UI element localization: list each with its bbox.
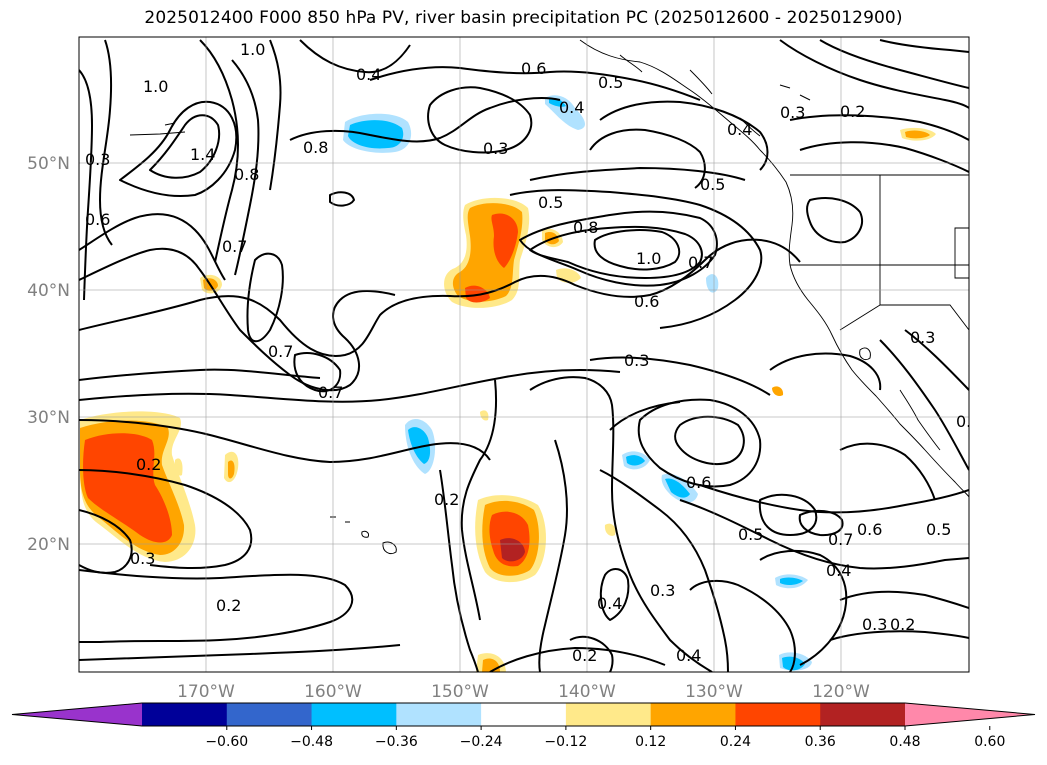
lon-label-120w: 120°W [812,682,870,702]
colorbar-tick-label: −0.12 [544,734,587,750]
contour-label: 0.6 [85,210,110,229]
contour-label: 0.2 [840,102,865,121]
contour-label: 1.0 [240,40,265,59]
contour-label: 0.7 [828,530,853,549]
colorbar-tick-label: 0.36 [805,734,836,750]
precip-shading [80,95,936,672]
lon-label-170w: 170°W [177,682,235,702]
contour-label: 1.0 [143,77,168,96]
contour-label: 0.8 [303,138,328,157]
pv-contours [79,39,969,672]
contour-label: 0.5 [598,73,623,92]
islands [129,84,871,555]
contour-label: 0.2 [136,455,161,474]
contour-label: 0.4 [559,98,584,117]
contour-label: 0.3 [130,549,155,568]
contour-label: 0.2 [216,596,241,615]
contour-label: 0.3 [910,328,935,347]
contour-label: 0.7 [268,342,293,361]
contour-label: 0.4 [676,646,701,665]
colorbar-segment [481,703,567,726]
colorbar-segment [650,703,736,726]
contour-label: 0.8 [234,165,259,184]
contour-label: 0.5 [926,520,951,539]
colorbar-tick-label: −0.48 [290,734,333,750]
colorbar-tick-label: −0.36 [375,734,418,750]
colorbar-segment [226,703,313,726]
colorbar-segment [311,703,397,726]
coastline [579,39,969,498]
contour-label: 0.7 [318,383,343,402]
colorbar-tick-label: 0.60 [974,734,1005,750]
contour-label: 0.7 [222,237,247,256]
colorbar-tick-label: −0.60 [205,734,248,750]
colorbar-tick-label: 0.12 [635,734,666,750]
lat-label-30n: 30°N [27,408,70,428]
lon-label-160w: 160°W [304,682,362,702]
lon-label-140w: 140°W [558,682,616,702]
contour-label: 0.5 [700,175,725,194]
contour-label: 0.2 [572,646,597,665]
contour-label: 0.5 [738,525,763,544]
contour-label: 0.6 [634,292,659,311]
map-title: 2025012400 F000 850 hPa PV, river basin … [144,8,903,28]
contour-label: 1.4 [190,145,215,164]
colorbar-extend-low [12,703,142,726]
contour-label: 0.3 [780,103,805,122]
colorbar-segment [735,703,821,726]
contour-label: 0.3 [85,150,110,169]
colorbar-segment [396,703,482,726]
colorbar-segment [565,703,652,726]
lon-label-130w: 130°W [685,682,743,702]
contour-label: 0.3 [483,139,508,158]
contour-label: 0.4 [597,594,622,613]
contour-label: 0.4 [826,561,851,580]
contour-label: 0.7 [688,253,713,272]
contour-label: 0.4 [727,120,752,139]
contour-label: 0.8 [573,218,598,237]
contour-labels: 0.4 0.6 0.5 0.4 0.3 0.2 1.0 0.8 1.4 0.8 … [85,40,981,665]
longitude-labels: 170°W 160°W 150°W 140°W 130°W 120°W [177,682,870,702]
contour-label: 0.4 [356,65,381,84]
graticule [79,37,969,672]
contour-label: 0.3 [956,412,981,431]
colorbar-tick-label: −0.24 [460,734,503,750]
contour-label: 0.5 [538,193,563,212]
colorbar-outline [11,702,1036,727]
colorbar-tick-label: 0.24 [720,734,751,750]
contour-label: 0.6 [686,473,711,492]
colorbar-segment [820,703,906,726]
contour-label: 0.6 [521,59,546,78]
lon-label-150w: 150°W [431,682,489,702]
latitude-labels: 50°N 40°N 30°N 20°N [27,154,70,555]
colorbar-segment [142,703,228,726]
contour-label: 0.2 [890,615,915,634]
contour-label: 0.3 [624,351,649,370]
lat-label-50n: 50°N [27,154,70,174]
contour-label: 0.6 [857,520,882,539]
lat-label-20n: 20°N [27,535,70,555]
colorbar-tick-label: 0.48 [889,734,920,750]
contour-label: 0.3 [650,581,675,600]
contour-label: 0.3 [862,615,887,634]
contour-label: 0.2 [434,490,459,509]
colorbar-extend-high [905,703,1035,726]
lat-label-40n: 40°N [27,281,70,301]
contour-label: 1.0 [636,249,661,268]
colorbar: −0.60 −0.48 −0.36 −0.24 −0.12 0.12 0.24 0.36 0.4… [11,702,1036,750]
map-frame [78,36,970,673]
